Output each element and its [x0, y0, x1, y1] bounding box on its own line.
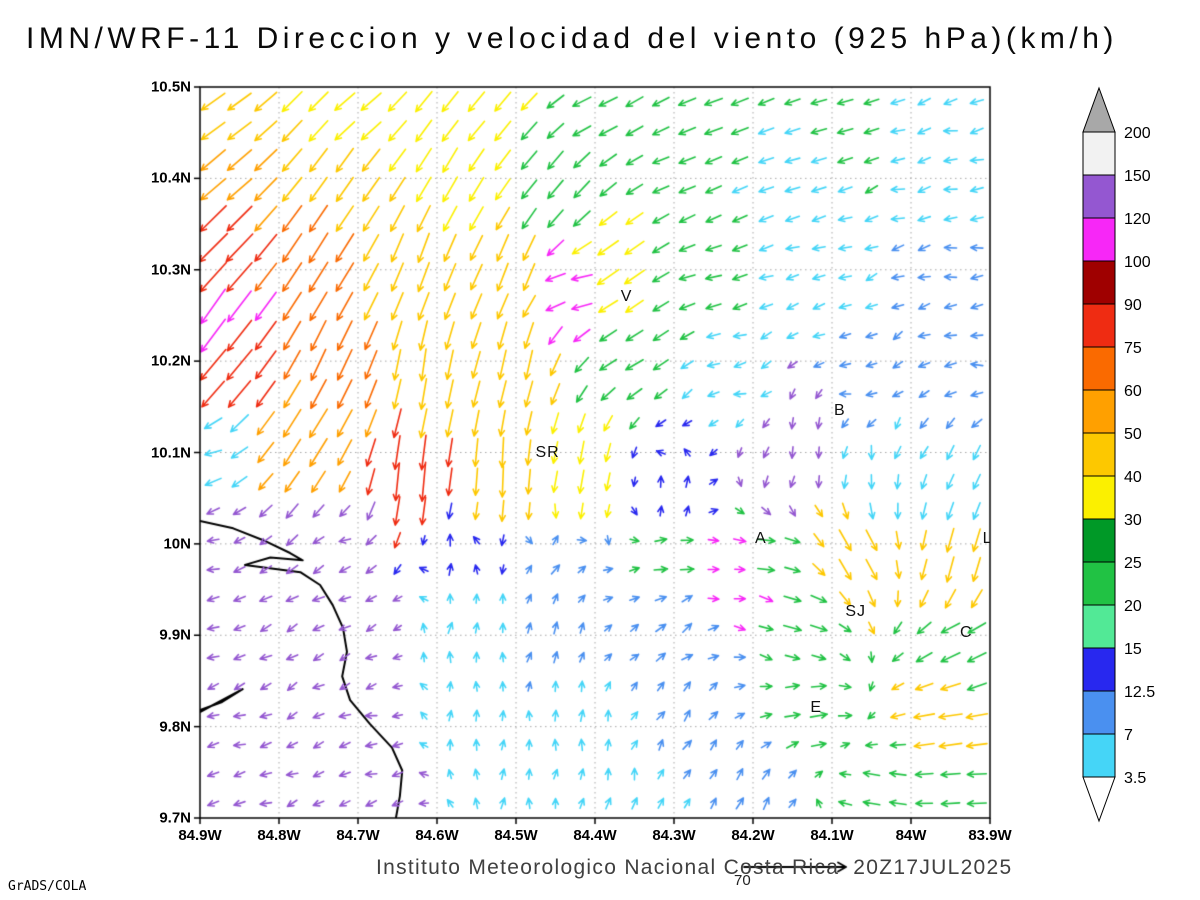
colorbar-segment: [1082, 131, 1116, 176]
reference-vector-label: 70: [734, 872, 751, 889]
colorbar-segment: [1082, 432, 1116, 477]
colorbar-label: 90: [1124, 297, 1142, 314]
colorbar-segment: [1082, 647, 1116, 692]
chart-title: IMN/WRF-11 Direccion y velocidad del vie…: [26, 22, 1118, 55]
colorbar-svg: 200 150 120 100 90 75 60 50 40 30 25 20 15 12.5 7 3.5: [1082, 86, 1155, 823]
y-tick-label: 10.3N: [150, 261, 191, 279]
colorbar-below-min-triangle: [1082, 776, 1116, 823]
x-tick-label: 84.5W: [494, 827, 538, 844]
x-tick-label: 84.9W: [178, 827, 222, 844]
y-tick-label: 9.8N: [159, 718, 191, 736]
y-tick-label: 10N: [163, 535, 191, 553]
grads-credit: GrADS/COLA: [8, 879, 87, 894]
colorbar-segment: [1082, 389, 1116, 434]
colorbar-segment: [1082, 561, 1116, 606]
x-tick-label: 84.3W: [652, 827, 696, 844]
colorbar-label: 30: [1124, 512, 1142, 529]
colorbar-segment: [1082, 217, 1116, 262]
footer-institute: Instituto Meteorologico Nacional Costa R…: [376, 856, 840, 879]
y-tick-label: 10.1N: [150, 444, 191, 461]
colorbar-segment: [1082, 733, 1116, 778]
y-tick-label: 10.5N: [150, 78, 191, 96]
y-tick-label: 10.4N: [150, 169, 191, 187]
colorbar-label: 75: [1124, 340, 1142, 357]
colorbar-label: 12.5: [1124, 684, 1155, 701]
colorbar-segment: [1082, 174, 1116, 219]
colorbar-label: 50: [1124, 426, 1142, 443]
colorbar-label: 3.5: [1124, 770, 1146, 787]
x-tick-label: 84.2W: [731, 827, 775, 844]
colorbar: 200 150 120 100 90 75 60 50 40 30 25 20 15 12.5 7 3.5: [1082, 84, 1177, 834]
colorbar-label: 200: [1124, 125, 1151, 142]
y-tick-label: 9.7N: [159, 809, 191, 827]
colorbar-label: 25: [1124, 555, 1142, 572]
x-tick-label: 84.6W: [415, 827, 459, 844]
colorbar-segment: [1082, 303, 1116, 348]
x-tick-label: 84.8W: [257, 827, 301, 844]
colorbar-label: 15: [1124, 641, 1142, 658]
x-tick-label: 84.4W: [573, 827, 617, 844]
colorbar-label: 100: [1124, 254, 1151, 271]
colorbar-segment: [1082, 604, 1116, 649]
footer: Instituto Meteorologico Nacional Costa R…: [376, 856, 1013, 880]
colorbar-segment: [1082, 518, 1116, 563]
colorbar-label: 40: [1124, 469, 1142, 486]
x-tick-label: 84.1W: [810, 827, 854, 844]
colorbar-label: 20: [1124, 598, 1142, 615]
colorbar-segment: [1082, 475, 1116, 520]
colorbar-segment: [1082, 260, 1116, 305]
footer-datetime: 20Z17JUL2025: [853, 856, 1013, 879]
colorbar-segment: [1082, 690, 1116, 735]
x-tick-label: 83.9W: [968, 827, 1012, 844]
y-tick-label: 10.2N: [150, 352, 191, 370]
x-tick-label: 84.7W: [336, 827, 380, 844]
colorbar-label: 150: [1124, 168, 1151, 185]
colorbar-above-max-triangle: [1082, 86, 1116, 133]
y-tick-label: 9.9N: [159, 626, 191, 644]
colorbar-segment: [1082, 346, 1116, 391]
colorbar-label: 120: [1124, 211, 1151, 228]
x-tick-label: 84W: [895, 827, 927, 844]
colorbar-label: 60: [1124, 383, 1142, 400]
colorbar-label: 7: [1124, 727, 1133, 744]
